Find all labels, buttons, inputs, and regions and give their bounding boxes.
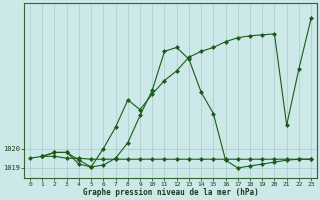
X-axis label: Graphe pression niveau de la mer (hPa): Graphe pression niveau de la mer (hPa) bbox=[83, 188, 259, 197]
